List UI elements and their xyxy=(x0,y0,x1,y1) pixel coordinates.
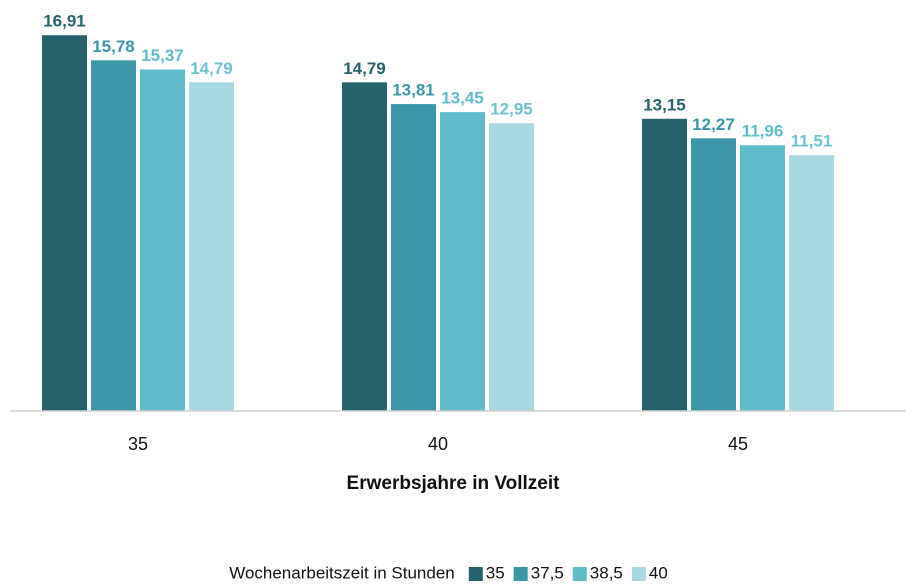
legend-label: 40 xyxy=(649,563,668,582)
legend-label: 35 xyxy=(486,563,505,582)
bar xyxy=(642,118,687,412)
legend-title: Wochenarbeitszeit in Stunden xyxy=(229,563,455,582)
value-label: 13,81 xyxy=(392,81,435,100)
value-label: 11,96 xyxy=(742,122,784,141)
bar xyxy=(440,112,485,411)
legend-swatch xyxy=(631,567,646,581)
legend-label: 37,5 xyxy=(531,563,564,582)
value-label: 12,27 xyxy=(692,115,735,134)
bar xyxy=(489,123,534,411)
bar xyxy=(691,138,736,412)
x-tick-label: 40 xyxy=(428,434,448,454)
legend-swatch xyxy=(513,567,528,581)
bar xyxy=(189,82,234,411)
bar xyxy=(42,35,87,411)
bar xyxy=(91,60,136,411)
value-label: 14,79 xyxy=(190,59,233,78)
legend-label: 38,5 xyxy=(590,563,623,582)
x-tick-label: 45 xyxy=(728,434,748,454)
value-label: 16,91 xyxy=(43,12,86,31)
value-label: 12,95 xyxy=(490,100,533,119)
bar xyxy=(740,145,785,411)
legend-swatch xyxy=(572,567,587,581)
bar xyxy=(789,155,834,411)
bar xyxy=(342,82,387,411)
bar xyxy=(391,104,436,411)
value-label: 14,79 xyxy=(343,59,386,78)
x-tick-label: 35 xyxy=(128,434,148,454)
value-label: 15,78 xyxy=(92,37,135,56)
value-label: 11,51 xyxy=(791,132,833,151)
x-axis-label: Erwerbsjahre in Vollzeit xyxy=(347,473,561,494)
value-label: 15,37 xyxy=(141,46,184,65)
legend-swatch xyxy=(468,567,483,581)
value-label: 13,15 xyxy=(643,95,686,114)
bar xyxy=(140,69,185,411)
value-label: 13,45 xyxy=(441,89,484,108)
